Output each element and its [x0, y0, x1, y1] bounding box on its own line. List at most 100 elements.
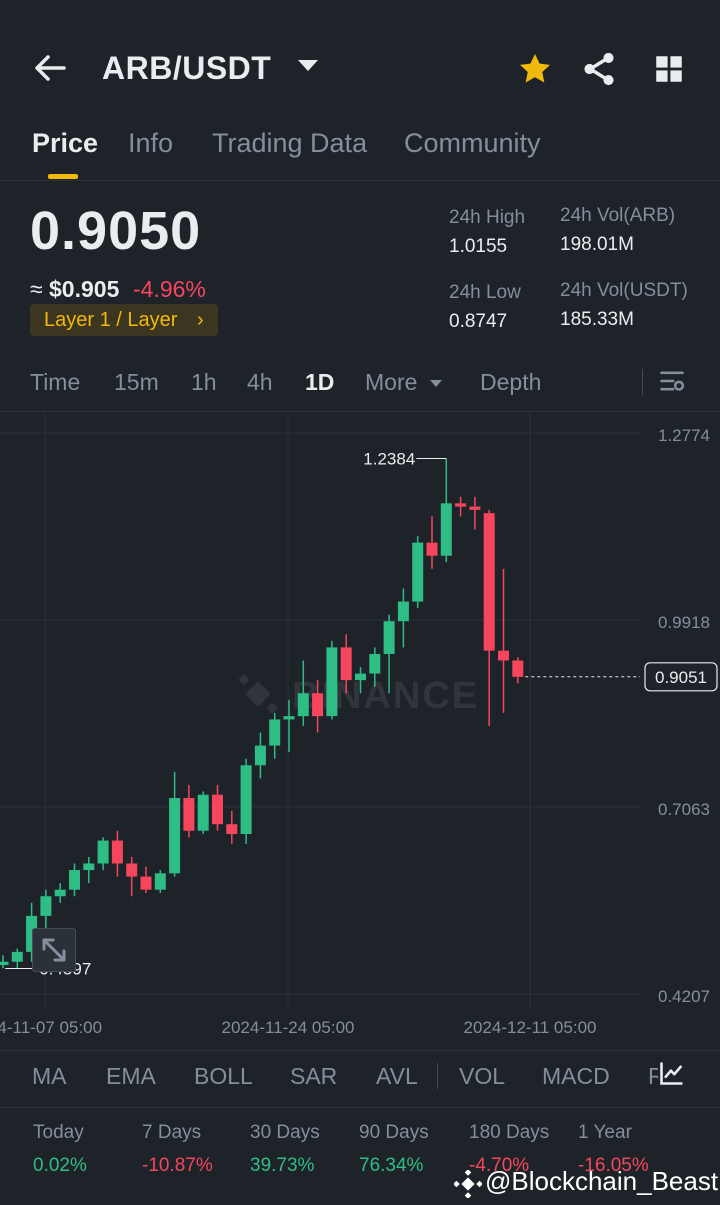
candle-body	[240, 765, 252, 835]
candle-body	[54, 889, 66, 897]
perf-label-1y: 1 Year	[578, 1122, 632, 1143]
perf-label-90d: 90 Days	[359, 1122, 429, 1143]
candle-body	[369, 653, 381, 674]
tab-info[interactable]: Info	[128, 128, 174, 158]
y-tick-label: 0.9918	[658, 613, 710, 632]
share-button[interactable]	[580, 50, 618, 88]
indicator-bar: MA EMA BOLL SAR AVL VOL MACD R	[0, 1050, 720, 1108]
perf-value-30d: 39.73%	[250, 1155, 315, 1176]
candle-body	[455, 503, 467, 507]
candle-body	[440, 503, 452, 556]
tf-depth[interactable]: Depth	[480, 369, 542, 395]
candle-body	[212, 794, 223, 825]
candle-body	[269, 719, 281, 746]
x-tick-label: 24-11-07 05:00	[0, 1018, 102, 1037]
candle-body	[254, 745, 266, 766]
category-tag-label: Layer 1 / Layer	[44, 309, 178, 331]
candlestick-chart[interactable]: BINANCE 1.27740.99180.70630.420724-11-07…	[0, 412, 720, 1048]
tf-more-label: More	[365, 369, 418, 395]
perf-value-today: 0.02%	[33, 1155, 87, 1176]
credit-watermark: @Blockchain_Beast	[485, 1166, 719, 1196]
tab-community[interactable]: Community	[404, 128, 541, 158]
divider	[642, 369, 643, 395]
indicator-settings-button[interactable]	[658, 1059, 686, 1092]
tf-time[interactable]: Time	[30, 369, 81, 395]
expand-button[interactable]	[32, 928, 76, 972]
vol-quote-label: 24h Vol(USDT)	[560, 280, 688, 301]
candle-body	[69, 870, 80, 890]
grid-icon	[656, 56, 682, 82]
y-tick-label: 1.2774	[658, 426, 710, 445]
tf-more[interactable]: More	[365, 369, 442, 396]
divider	[437, 1063, 438, 1089]
perf-value-180d: -4.70%	[469, 1155, 530, 1176]
low-label: 24h Low	[449, 282, 521, 303]
candle-body	[197, 794, 209, 831]
tab-price[interactable]: Price	[32, 128, 99, 158]
x-tick-label: 2024-12-11 05:00	[464, 1018, 597, 1037]
star-icon	[519, 53, 551, 83]
candle-body	[312, 693, 324, 717]
timeframe-bar: Time 15m 1h 4h 1D More Depth	[0, 355, 720, 412]
tf-1d[interactable]: 1D	[305, 369, 335, 395]
status-bar	[0, 0, 720, 14]
favorite-button[interactable]	[516, 50, 554, 88]
candle-body	[469, 506, 481, 510]
tf-15m[interactable]: 15m	[114, 369, 159, 395]
perf-value-7d: -10.87%	[142, 1155, 213, 1176]
candle-body	[183, 798, 195, 831]
indicator-chart-icon	[660, 1062, 683, 1085]
tf-1h[interactable]: 1h	[191, 369, 217, 395]
chart-settings-button[interactable]	[658, 367, 686, 400]
candle-body	[283, 716, 295, 720]
candle-body	[412, 542, 424, 602]
tab-trading-data[interactable]: Trading Data	[212, 128, 368, 158]
pair-title[interactable]: ARB/USDT	[102, 50, 272, 86]
chevron-right-icon: ›	[196, 309, 204, 331]
vol-quote-value: 185.33M	[560, 309, 634, 330]
candle-body	[83, 863, 95, 871]
indicator-ema[interactable]: EMA	[106, 1063, 156, 1089]
candle-body	[297, 693, 309, 717]
indicator-avl[interactable]: AVL	[376, 1063, 418, 1089]
high-value: 1.0155	[449, 236, 508, 257]
perf-label-30d: 30 Days	[250, 1122, 320, 1143]
indicator-macd[interactable]: MACD	[542, 1063, 610, 1089]
candle-body	[40, 896, 52, 916]
vol-base-label: 24h Vol(ARB)	[560, 205, 676, 226]
indicator-truncated[interactable]: R	[648, 1063, 658, 1089]
candle-body	[11, 951, 23, 962]
active-tab-indicator	[48, 174, 78, 179]
indicator-vol[interactable]: VOL	[459, 1063, 506, 1089]
chart-canvas[interactable]: BINANCE 1.27740.99180.70630.420724-11-07…	[0, 412, 720, 1048]
candle-body	[169, 798, 181, 874]
candle-body	[340, 647, 352, 681]
credit-logo-icon	[453, 1169, 483, 1203]
candle-body	[383, 621, 395, 654]
chart-settings-icon	[660, 371, 685, 391]
main-tabs: Price Info Trading Data Community	[0, 118, 720, 181]
indicator-boll[interactable]: BOLL	[194, 1063, 253, 1089]
candle-body	[154, 873, 166, 890]
category-tag[interactable]: Layer 1 / Layer ›	[30, 304, 218, 336]
indicator-sar[interactable]: SAR	[290, 1063, 338, 1089]
approx-usd: ≈ $0.905	[30, 276, 119, 303]
arrow-left-icon	[35, 55, 66, 81]
high-marker-label: 1.2384	[363, 450, 415, 469]
last-price-label: 0.9051	[655, 668, 707, 687]
last-price-badge	[644, 662, 718, 692]
tf-4h[interactable]: 4h	[247, 369, 273, 395]
back-button[interactable]	[30, 50, 70, 86]
perf-label-7d: 7 Days	[142, 1122, 202, 1143]
perf-label-today: Today	[33, 1122, 84, 1143]
more-apps-button[interactable]	[652, 52, 686, 86]
indicator-ma[interactable]: MA	[32, 1063, 67, 1089]
y-tick-label: 0.7063	[658, 800, 710, 819]
last-price: 0.9050	[30, 201, 202, 261]
app-header: ARB/USDT	[0, 30, 720, 110]
candle-body	[26, 915, 38, 952]
perf-value-1y: -16.05%	[578, 1155, 649, 1176]
candle-body	[0, 961, 9, 965]
price-change-pct: -4.96%	[133, 276, 206, 302]
caret-down-icon[interactable]	[298, 60, 318, 71]
